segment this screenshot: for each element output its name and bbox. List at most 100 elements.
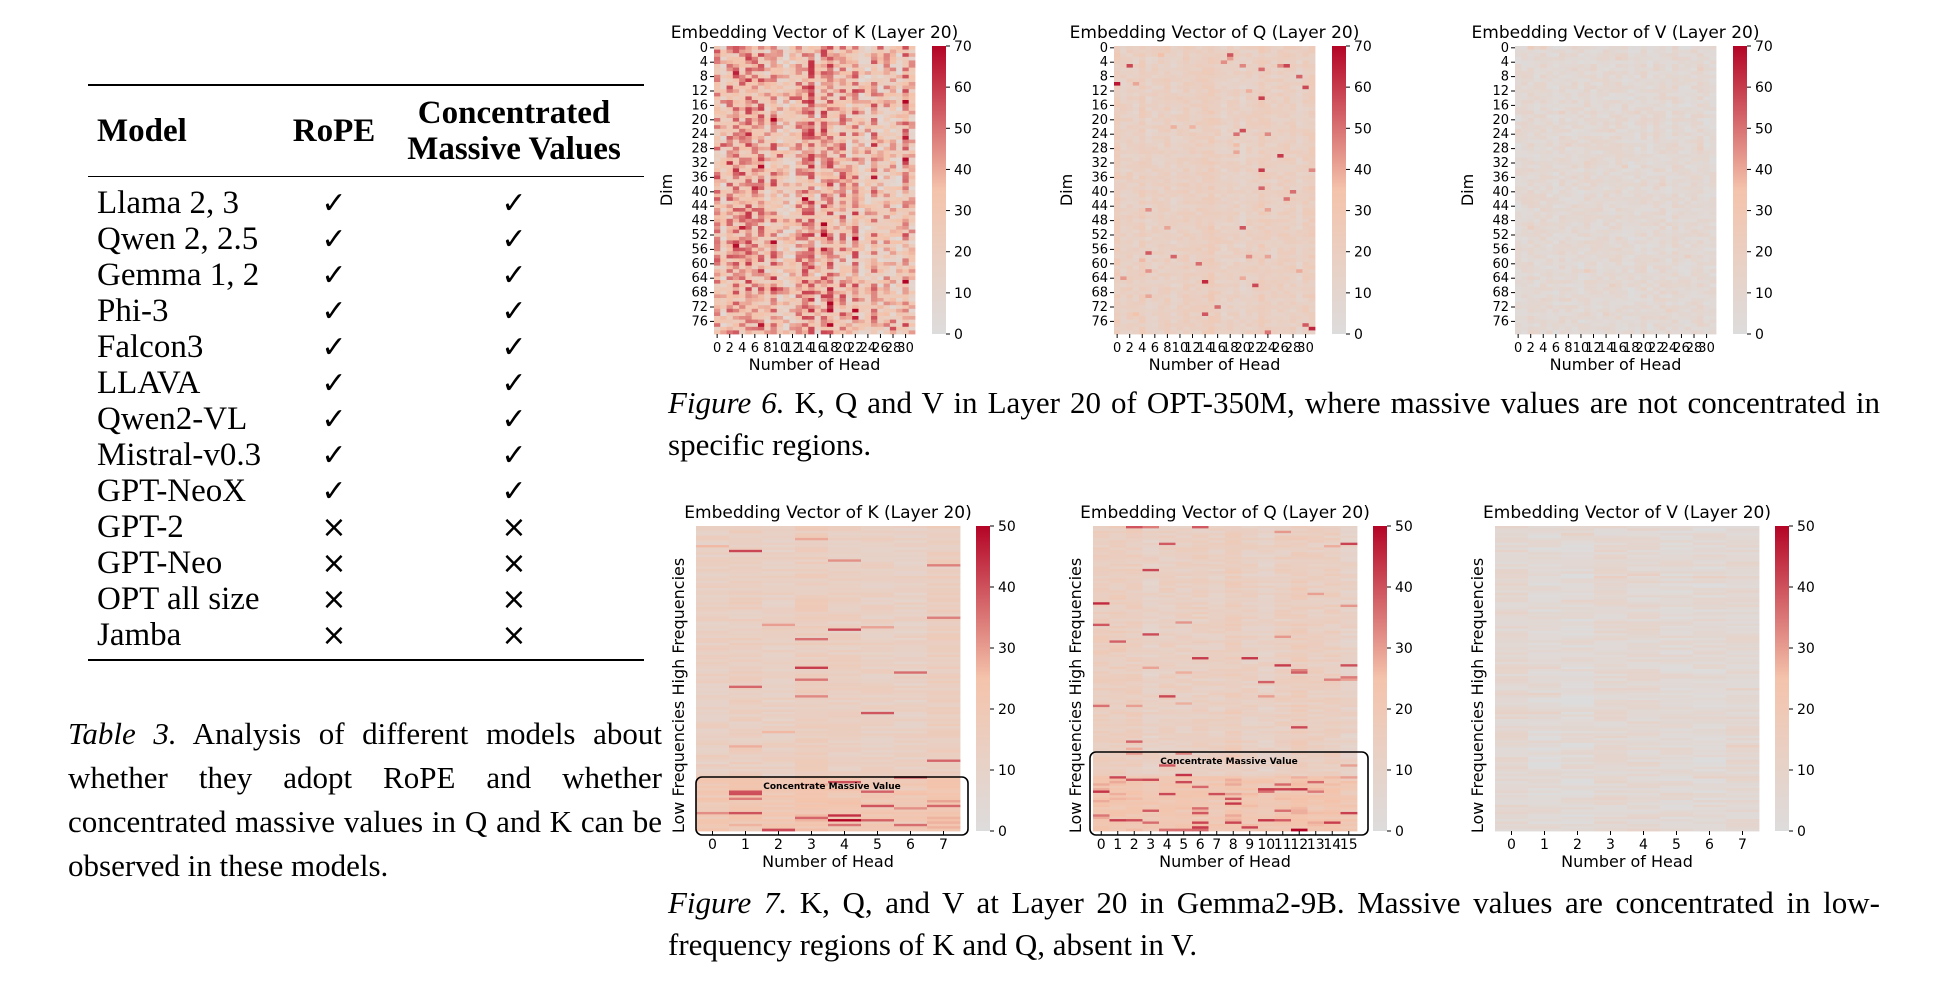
heatmap-cell bbox=[776, 215, 784, 220]
heatmap-cell bbox=[839, 208, 847, 212]
heatmap-cell bbox=[908, 139, 916, 144]
heatmap-cell bbox=[757, 204, 765, 209]
heatmap-cell bbox=[883, 139, 891, 144]
heatmap-cell bbox=[1126, 78, 1134, 83]
heatmap-cell bbox=[845, 276, 853, 281]
heatmap-cell bbox=[1283, 298, 1291, 302]
heatmap-cell bbox=[833, 168, 841, 173]
heatmap-cell bbox=[1227, 190, 1234, 194]
heatmap-cell bbox=[908, 74, 916, 79]
heatmap-cell bbox=[1145, 204, 1153, 209]
heatmap-cell bbox=[1233, 92, 1241, 97]
heatmap-cell bbox=[726, 193, 734, 198]
heatmap-cell bbox=[720, 244, 727, 248]
heatmap-cell bbox=[776, 269, 784, 274]
heatmap-cell bbox=[808, 168, 815, 173]
y-tick-label: 28 bbox=[691, 142, 708, 157]
heatmap-cell bbox=[1132, 236, 1140, 241]
heatmap-cell bbox=[1208, 197, 1215, 202]
heatmap-cell bbox=[871, 265, 878, 270]
heatmap-cell bbox=[1252, 240, 1259, 245]
heatmap-cell bbox=[839, 53, 847, 58]
heatmap-cell bbox=[726, 251, 734, 256]
heatmap-cell bbox=[1195, 276, 1203, 281]
heatmap-cell bbox=[908, 128, 916, 133]
heatmap-cell bbox=[1189, 319, 1197, 324]
heatmap-cell bbox=[789, 157, 797, 162]
heatmap-cell bbox=[1126, 298, 1134, 302]
heatmap-cell bbox=[1120, 308, 1127, 313]
heatmap-cell bbox=[801, 67, 809, 72]
heatmap-cell bbox=[902, 182, 910, 187]
heatmap-cell bbox=[820, 218, 828, 223]
heatmap-cell bbox=[820, 265, 828, 270]
heatmap-cell bbox=[1201, 294, 1209, 299]
heatmap-cell bbox=[845, 164, 853, 169]
heatmap-cell bbox=[732, 226, 740, 230]
heatmap-cell bbox=[1208, 247, 1215, 252]
heatmap-cell bbox=[795, 319, 803, 324]
heatmap-cell bbox=[732, 197, 740, 202]
cell-model: Mistral-v0.3 bbox=[97, 436, 262, 473]
heatmap-cell bbox=[776, 319, 784, 324]
heatmap-cell bbox=[1195, 179, 1203, 184]
heatmap-cell bbox=[726, 74, 734, 79]
heatmap-cell bbox=[801, 200, 809, 205]
heatmap-cell bbox=[776, 114, 784, 119]
heatmap-cell bbox=[1245, 215, 1253, 220]
heatmap-cell bbox=[808, 226, 815, 230]
heatmap-cell bbox=[814, 146, 822, 151]
heatmap-cell bbox=[871, 136, 878, 140]
heatmap-cell bbox=[1289, 78, 1297, 83]
heatmap-cell bbox=[808, 82, 815, 86]
heatmap-cell bbox=[1183, 71, 1190, 76]
heatmap-cell bbox=[1176, 190, 1184, 194]
heatmap-cell bbox=[1132, 222, 1140, 227]
heatmap-cell bbox=[1233, 287, 1241, 292]
heatmap-cell bbox=[1252, 175, 1259, 180]
heatmap-cell bbox=[1195, 96, 1203, 101]
heatmap-cell bbox=[1227, 294, 1234, 299]
heatmap-cell bbox=[814, 208, 822, 212]
heatmap-cell bbox=[1114, 236, 1121, 241]
heatmap-cell bbox=[770, 204, 778, 209]
heatmap-cell bbox=[714, 46, 721, 50]
heatmap-cell bbox=[1139, 53, 1146, 58]
heatmap-cell bbox=[745, 154, 753, 158]
heatmap-cell bbox=[1164, 179, 1171, 184]
heatmap-cell bbox=[1245, 258, 1253, 263]
y-tick-label: 48 bbox=[691, 214, 708, 229]
heatmap-cell bbox=[839, 56, 847, 61]
heatmap-cell bbox=[871, 132, 878, 137]
heatmap-cell bbox=[783, 175, 790, 180]
heatmap-cell bbox=[820, 110, 828, 115]
heatmap-cell bbox=[751, 71, 759, 76]
heatmap-cell bbox=[1164, 269, 1171, 274]
heatmap-cell bbox=[864, 67, 872, 72]
heatmap-cell bbox=[776, 190, 784, 194]
heatmap-cell bbox=[770, 298, 778, 302]
heatmap-cell bbox=[1208, 157, 1215, 162]
heatmap-cell bbox=[801, 175, 809, 180]
heatmap-cell bbox=[871, 283, 878, 288]
heatmap-cell bbox=[745, 262, 753, 266]
heatmap-cell bbox=[814, 96, 822, 101]
heatmap-cell bbox=[776, 262, 784, 266]
heatmap-cell bbox=[1258, 157, 1266, 162]
heatmap-cell bbox=[1277, 182, 1284, 187]
heatmap-cell bbox=[1233, 49, 1241, 54]
heatmap-cell bbox=[852, 323, 859, 328]
heatmap-cell bbox=[820, 323, 828, 328]
heatmap-cell bbox=[1264, 197, 1272, 202]
heatmap-cell bbox=[1252, 121, 1259, 126]
heatmap-cell bbox=[902, 276, 910, 281]
heatmap-cell bbox=[1157, 236, 1165, 241]
heatmap-cell bbox=[764, 193, 771, 198]
heatmap-cell bbox=[770, 92, 778, 97]
heatmap-cell bbox=[1277, 308, 1284, 313]
heatmap-cell bbox=[1126, 323, 1134, 328]
heatmap-cell bbox=[795, 254, 803, 259]
heatmap-cell bbox=[814, 143, 822, 148]
heatmap-cell bbox=[1220, 179, 1228, 184]
heatmap-cell bbox=[814, 92, 822, 97]
